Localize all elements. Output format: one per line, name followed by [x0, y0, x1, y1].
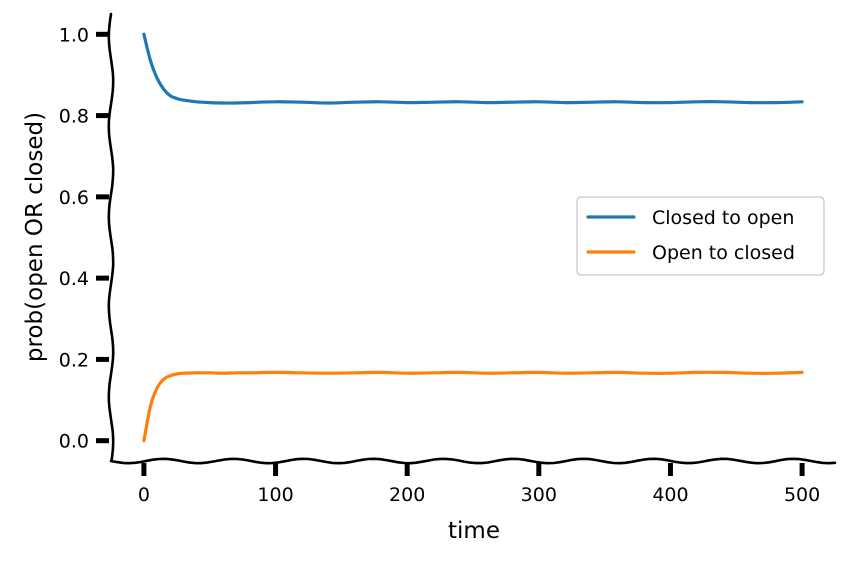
x-tick-label: 400: [652, 484, 688, 506]
y-tick-label: 0.2: [59, 349, 89, 371]
series-line-1: [142, 32, 804, 105]
legend-label: Open to closed: [652, 242, 795, 264]
y-tick-label: 1.0: [59, 24, 89, 46]
y-tick-label: 0.0: [59, 431, 89, 453]
x-tick-label: 100: [257, 484, 293, 506]
y-tick-label: 0.8: [59, 106, 89, 128]
x-tick-label: 300: [521, 484, 557, 506]
x-tick-label: 0: [138, 484, 150, 506]
x-tick-label: 200: [389, 484, 425, 506]
y-axis-spine: [107, 12, 115, 463]
y-tick-label: 0.6: [59, 187, 89, 209]
legend-label: Closed to open: [652, 207, 794, 229]
legend: Closed to open Open to closed: [576, 196, 825, 276]
x-axis-label: time: [448, 518, 500, 544]
x-tick-label: 500: [784, 484, 820, 506]
y-axis-label: prob(open OR closed): [22, 112, 48, 362]
y-tick-label: 0.4: [59, 268, 89, 290]
x-axis-spine: [109, 457, 837, 465]
legend-box: [576, 196, 825, 276]
plot-area: 0 100 200 300 400 500 0.0 0.2 0.4 0.6 0.8 1.0 Closed…: [59, 12, 837, 506]
series-line-2: [142, 370, 804, 443]
